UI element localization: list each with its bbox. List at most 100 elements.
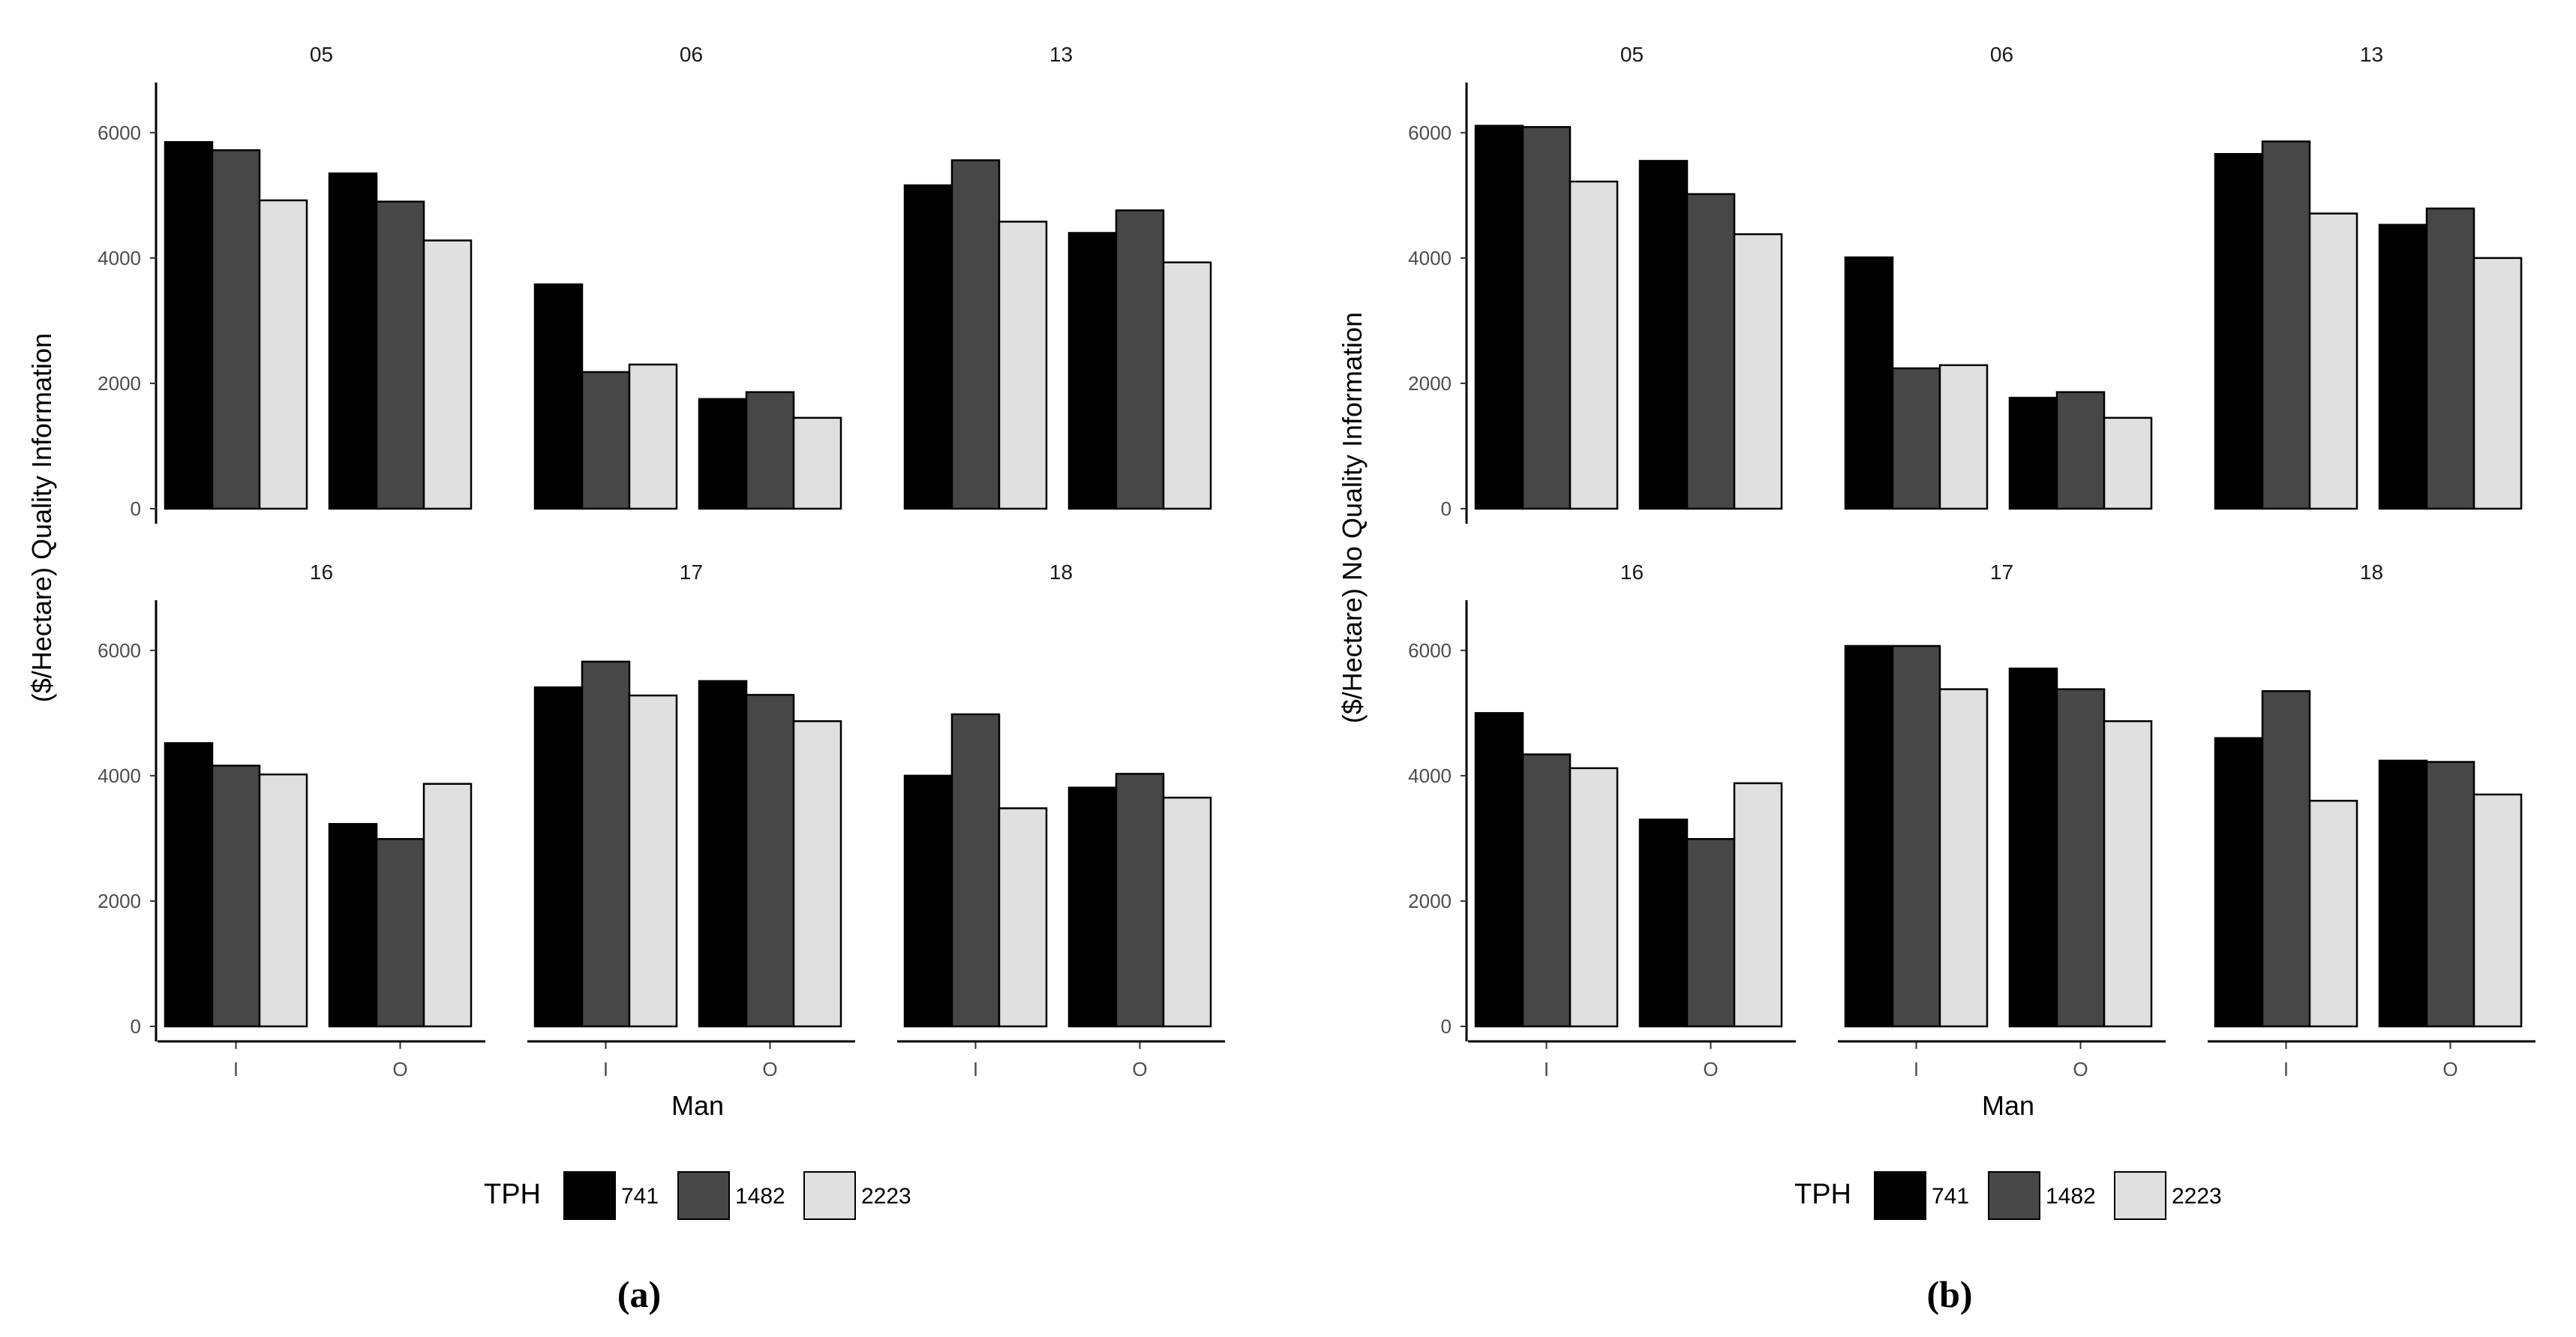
facet-label-c1-f17: 17 (1990, 560, 2013, 584)
x-tick-label-c0-f18-O: O (1132, 1058, 1147, 1080)
bar-c0-f16-I-741 (164, 742, 214, 1028)
bar-c1-f13-O-741 (2378, 224, 2428, 510)
y-tick-label-c0-r1-0: 0 (131, 1015, 141, 1038)
bar-c1-f05-O-1482 (1686, 193, 1736, 510)
y-tick-label-c1-r1-4000: 4000 (1408, 765, 1452, 787)
bar-c0-f05-I-741 (164, 141, 214, 510)
y-tick-label-c1-r0-2000: 2000 (1408, 372, 1452, 395)
y-axis-title-a: ($/Hectare) Quality Information (26, 333, 57, 702)
bar-c1-f13-I-1482 (2261, 140, 2311, 510)
legend-swatch-2223-a (803, 1171, 856, 1220)
bar-c0-f17-I-2223 (628, 694, 678, 1028)
bar-c0-f16-O-741 (328, 822, 378, 1028)
y-tick-label-c1-r0-6000: 6000 (1408, 122, 1452, 144)
facet-label-c1-f16: 16 (1620, 560, 1644, 584)
bar-c0-f18-O-1482 (1115, 773, 1165, 1028)
bar-c0-f06-I-1482 (581, 371, 631, 510)
y-tick-label-c1-r0-4000: 4000 (1408, 247, 1452, 269)
bar-c1-f06-O-2223 (2103, 416, 2153, 510)
bar-c1-f05-I-1482 (1521, 126, 1572, 510)
legend-a: TPH 741 1482 2223 (484, 1171, 911, 1220)
facet-label-c0-f16: 16 (310, 560, 333, 584)
x-axis-title-a: Man (671, 1090, 724, 1121)
bar-c0-f06-O-741 (698, 398, 748, 510)
facet-label-c0-f06: 06 (680, 43, 703, 66)
x-tick-label-c1-f18-O: O (2442, 1058, 2457, 1080)
bar-c0-f17-I-1482 (581, 660, 631, 1028)
legend-label-2223-a: 2223 (861, 1184, 911, 1209)
legend-label-1482-a: 1482 (735, 1184, 785, 1209)
x-tick-label-c0-f17-O: O (762, 1058, 777, 1080)
panel-tag-b: (b) (1926, 1273, 1972, 1315)
y-tick-label-c0-r1-6000: 6000 (98, 639, 141, 662)
bar-c1-f17-O-741 (2008, 667, 2058, 1028)
legend-swatch-741-a (563, 1171, 616, 1220)
bar-c1-f16-I-2223 (1569, 767, 1619, 1028)
x-tick-label-c0-f16-O: O (392, 1058, 407, 1080)
bar-c1-f05-O-2223 (1733, 233, 1783, 510)
bar-c0-f18-O-741 (1067, 786, 1118, 1028)
plots-layer: 05 06 13 16 I O 17 I O 18 I O 0 2000 4000 6000 0 2000 4000… (98, 43, 2535, 1080)
panel-tag-a: (a) (617, 1273, 661, 1315)
facet-label-c1-f06: 06 (1990, 43, 2013, 66)
facet-label-c1-f05: 05 (1620, 43, 1644, 66)
y-tick-label-c1-r1-2000: 2000 (1408, 890, 1452, 912)
bar-c0-f16-O-1482 (375, 837, 425, 1028)
bar-c1-f06-O-1482 (2055, 391, 2106, 510)
bar-c0-f05-O-1482 (375, 200, 425, 510)
bar-c1-f06-I-1482 (1891, 367, 1941, 510)
bar-c0-f17-O-741 (698, 680, 748, 1028)
facet-label-c0-f17: 17 (680, 560, 703, 584)
bar-c1-f05-I-741 (1474, 125, 1524, 510)
bar-c0-f13-I-2223 (998, 221, 1048, 510)
bar-c0-f06-I-741 (533, 283, 584, 510)
bar-c0-f18-I-741 (903, 774, 953, 1028)
bar-c1-f13-O-1482 (2425, 207, 2475, 510)
legend-swatch-1482-a (677, 1171, 730, 1220)
bar-c1-f16-O-741 (1638, 819, 1689, 1028)
x-tick-label-c0-f17-I: I (603, 1058, 608, 1080)
bar-c1-f06-O-741 (2008, 396, 2058, 510)
legend-title-b: TPH (1794, 1179, 1851, 1210)
x-axis-title-b: Man (1982, 1090, 2034, 1121)
bar-c1-f18-O-1482 (2425, 761, 2475, 1028)
bar-c1-f05-I-2223 (1569, 180, 1619, 510)
bar-c1-f17-I-1482 (1891, 644, 1941, 1028)
bar-c1-f13-I-741 (2214, 152, 2264, 510)
bar-c0-f17-I-741 (533, 686, 584, 1028)
x-tick-label-c0-f18-I: I (973, 1058, 978, 1080)
x-tick-label-c1-f16-O: O (1703, 1058, 1718, 1080)
facet-label-c0-f18: 18 (1049, 560, 1073, 584)
bar-c1-f18-O-741 (2378, 759, 2428, 1028)
bar-c0-f18-I-2223 (998, 807, 1048, 1028)
bar-c0-f16-I-2223 (258, 773, 308, 1028)
y-axis-title-b: ($/Hectare) No Quality Information (1337, 312, 1368, 723)
bar-c1-f13-I-2223 (2308, 212, 2358, 510)
bar-c1-f18-O-2223 (2472, 793, 2523, 1028)
y-tick-label-c0-r0-4000: 4000 (98, 247, 141, 269)
legend-label-2223-b: 2223 (2172, 1184, 2222, 1209)
y-tick-label-c0-r0-0: 0 (131, 497, 141, 520)
facet-label-c1-f18: 18 (2360, 560, 2383, 584)
y-tick-label-c0-r1-2000: 2000 (98, 890, 141, 912)
legend-swatch-1482-b (1988, 1171, 2040, 1220)
bar-c1-f17-O-1482 (2055, 688, 2106, 1028)
bar-c0-f17-O-2223 (792, 720, 842, 1028)
bar-c0-f06-O-1482 (745, 391, 795, 510)
bar-c1-f16-O-2223 (1733, 782, 1783, 1028)
bar-c1-f17-I-741 (1844, 644, 1894, 1028)
bar-c0-f13-I-741 (903, 184, 953, 510)
bar-c1-f18-I-741 (2214, 737, 2264, 1028)
facet-label-c0-f13: 13 (1049, 43, 1073, 66)
y-tick-label-c0-r0-6000: 6000 (98, 122, 141, 144)
bar-c0-f06-I-2223 (628, 363, 678, 510)
bar-c1-f18-I-1482 (2261, 690, 2311, 1028)
bar-c0-f13-O-2223 (1162, 261, 1212, 510)
bar-c0-f17-O-1482 (745, 693, 795, 1028)
x-tick-label-c1-f17-I: I (1914, 1058, 1919, 1080)
bar-c0-f18-I-1482 (950, 713, 1001, 1028)
y-tick-label-c1-r0-0: 0 (1441, 497, 1452, 520)
bar-c0-f05-I-1482 (211, 149, 261, 510)
bar-c0-f16-I-1482 (211, 765, 261, 1028)
